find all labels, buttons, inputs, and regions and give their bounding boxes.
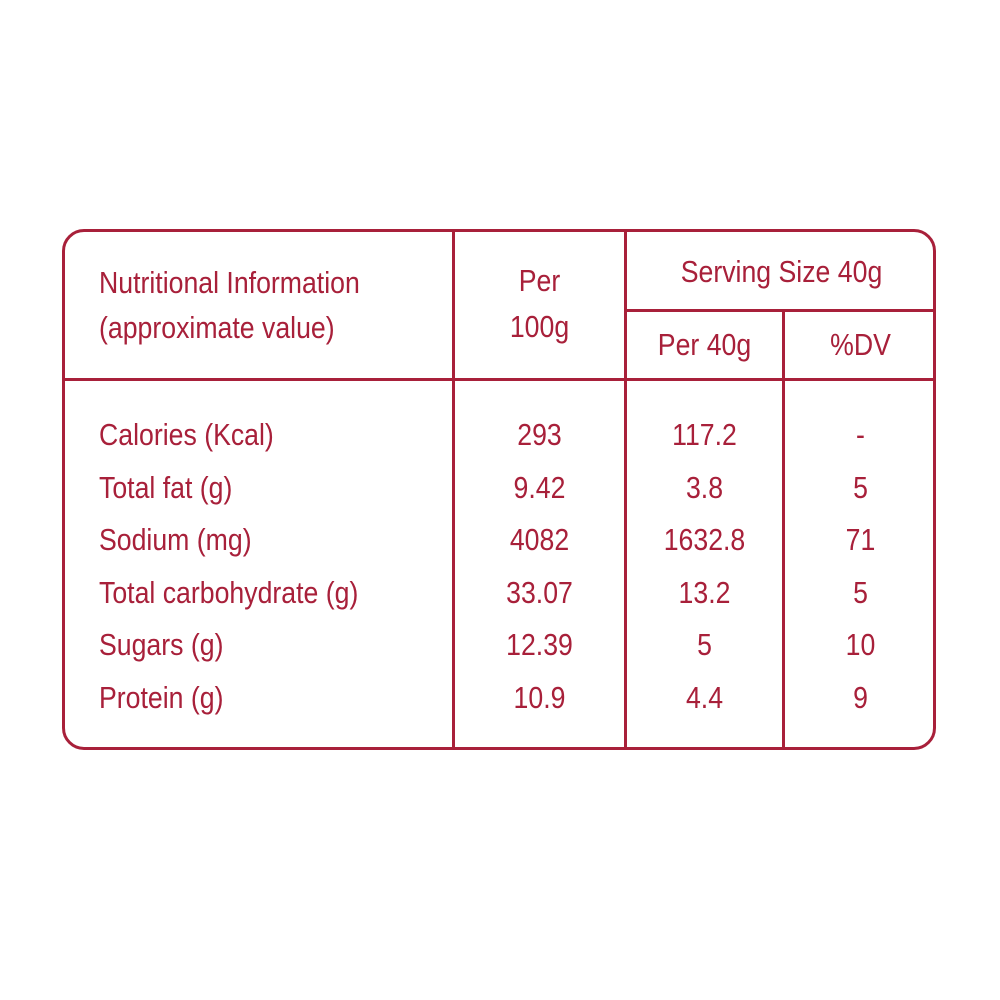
row-dv: 5 [853,470,868,505]
row-dv: 5 [853,575,868,610]
row-per40: 1632.8 [663,522,746,557]
table-title-line2: (approximate value) [99,310,335,345]
row-per100: 12.39 [506,627,573,662]
row-per40: 13.2 [678,575,731,610]
row-per40: 117.2 [672,417,737,452]
column-divider-3 [782,309,785,747]
per-40g-header: Per 40g [657,327,752,362]
row-label: Sodium (mg) [99,522,252,557]
row-per40: 3.8 [685,470,724,505]
row-per100: 293 [517,417,562,452]
row-per100: 9.42 [513,470,566,505]
row-dv: - [856,417,865,452]
table-title-line1: Nutritional Information [99,265,360,300]
per-100g-header-line1: Per [518,263,561,298]
per-100g-header: Per 100g [467,258,612,350]
serving-size-divider [624,309,933,312]
row-label: Protein (g) [99,680,224,715]
row-dv: 71 [845,522,876,557]
row-dv: 10 [845,627,876,662]
row-per40: 4.4 [685,680,724,715]
column-divider-1 [452,232,455,747]
nutrition-table: Nutritional Information (approximate val… [62,229,936,750]
row-label: Sugars (g) [99,627,224,662]
row-label: Total carbohydrate (g) [99,575,359,610]
row-per100: 33.07 [506,575,573,610]
header-divider [65,378,933,381]
row-dv: 9 [853,680,868,715]
dv-header: %DV [830,327,891,362]
serving-size-header: Serving Size 40g [680,254,883,289]
row-per100: 10.9 [513,680,566,715]
row-per100: 4082 [509,522,570,557]
row-per40: 5 [697,627,712,662]
row-label: Total fat (g) [99,470,233,505]
per-100g-header-line2: 100g [509,309,570,344]
row-label: Calories (Kcal) [99,417,274,452]
column-divider-2 [624,232,627,747]
